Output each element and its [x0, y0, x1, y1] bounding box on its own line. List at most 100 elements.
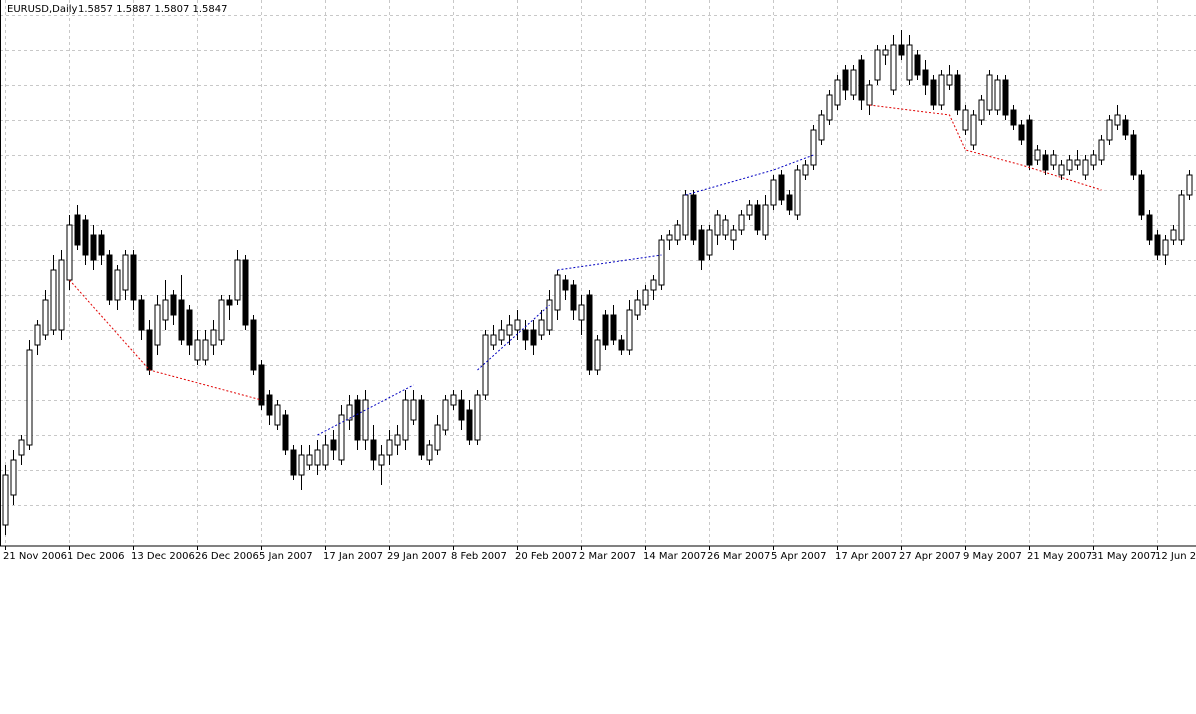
- candle-body: [90, 234, 97, 261]
- candle-body: [114, 269, 121, 301]
- candle-body: [74, 214, 81, 246]
- candle-body: [234, 259, 241, 301]
- candle-body: [330, 439, 337, 451]
- candle-body: [634, 299, 641, 316]
- candle-body: [50, 269, 57, 331]
- candle-body: [866, 84, 873, 106]
- candle-body: [802, 164, 809, 176]
- x-tick-label: 21 May 2007: [1027, 551, 1092, 562]
- candle-body: [162, 299, 169, 321]
- candle-body: [778, 174, 785, 201]
- candle-body: [1178, 194, 1185, 241]
- candle-body: [578, 304, 585, 321]
- candle-body: [482, 334, 489, 396]
- candle-body: [474, 394, 481, 441]
- candle-body: [898, 44, 905, 56]
- candle-body: [458, 399, 465, 421]
- candle-body: [106, 254, 113, 301]
- candle-body: [1122, 119, 1129, 136]
- candle-body: [626, 309, 633, 351]
- candle-body: [954, 74, 961, 111]
- candle-body: [266, 394, 273, 416]
- candle-body: [1186, 174, 1193, 196]
- candles: [2, 30, 1193, 535]
- candle-body: [762, 204, 769, 236]
- candle-body: [1050, 154, 1057, 166]
- candle-body: [658, 239, 665, 286]
- candle-body: [1130, 134, 1137, 176]
- candle-body: [218, 299, 225, 341]
- candle-body: [650, 279, 657, 291]
- candle-body: [706, 229, 713, 256]
- candle-body: [994, 79, 1001, 111]
- candle-body: [1146, 214, 1153, 241]
- candle-body: [146, 329, 153, 371]
- candle-body: [746, 204, 753, 216]
- candle-body: [730, 229, 737, 241]
- candle-body: [842, 69, 849, 91]
- candle-body: [514, 319, 521, 331]
- candle-body: [442, 399, 449, 431]
- x-tick-label: 5 Jan 2007: [259, 551, 313, 562]
- candle-body: [1042, 154, 1049, 171]
- candle-body: [834, 79, 841, 106]
- candle-body: [346, 404, 353, 421]
- candle-body: [594, 339, 601, 371]
- candle-body: [1106, 119, 1113, 141]
- candle-body: [882, 49, 889, 56]
- candle-body: [130, 254, 137, 301]
- candle-body: [450, 394, 457, 406]
- candle-body: [362, 399, 369, 441]
- x-tick-label: 9 May 2007: [963, 551, 1022, 562]
- candle-body: [26, 349, 33, 446]
- candle-body: [18, 439, 25, 456]
- candle-body: [434, 424, 441, 451]
- candle-body: [674, 224, 681, 241]
- candle-body: [1026, 119, 1033, 166]
- candle-body: [914, 54, 921, 76]
- candle-body: [522, 329, 529, 341]
- candle-body: [1018, 124, 1025, 141]
- candle-body: [10, 459, 17, 496]
- candle-body: [274, 404, 281, 426]
- candle-body: [1034, 149, 1041, 161]
- x-tick-label: 29 Jan 2007: [387, 551, 447, 562]
- x-tick-label: 26 Mar 2007: [707, 551, 770, 562]
- candle-body: [890, 44, 897, 91]
- x-tick-label: 12 Jun 20: [1155, 551, 1196, 562]
- candle-body: [34, 324, 41, 346]
- x-tick-label: 27 Apr 2007: [899, 551, 961, 562]
- grid: [0, 0, 1196, 546]
- candle-body: [786, 194, 793, 211]
- candle-body: [394, 434, 401, 446]
- candle-body: [378, 454, 385, 466]
- candle-body: [250, 319, 257, 371]
- candle-body: [770, 179, 777, 206]
- candle-body: [938, 74, 945, 106]
- candle-body: [1138, 174, 1145, 216]
- candle-body: [386, 439, 393, 456]
- candle-body: [1058, 164, 1065, 176]
- x-tick-label: 13 Dec 2006: [131, 551, 195, 562]
- candle-body: [690, 194, 697, 241]
- x-tick-label: 1 Dec 2006: [67, 551, 125, 562]
- candle-body: [530, 329, 537, 346]
- quote: 1.5857 1.5887 1.5807 1.5847: [78, 4, 228, 15]
- candle-body: [258, 364, 265, 406]
- candle-body: [298, 454, 305, 476]
- candle-body: [1162, 239, 1169, 256]
- candle-body: [794, 169, 801, 216]
- candle-body: [858, 59, 865, 101]
- x-tick-label: 17 Apr 2007: [835, 551, 897, 562]
- candle-body: [82, 219, 89, 256]
- candle-body: [1066, 159, 1073, 171]
- x-tick-label: 5 Apr 2007: [771, 551, 826, 562]
- candle-body: [122, 254, 129, 291]
- x-tick-label: 20 Feb 2007: [515, 551, 577, 562]
- candle-body: [186, 309, 193, 346]
- x-tick-label: 14 Mar 2007: [643, 551, 706, 562]
- chart-title: EURUSD,Daily: [7, 4, 78, 15]
- candle-body: [170, 294, 177, 316]
- candle-body: [850, 69, 857, 96]
